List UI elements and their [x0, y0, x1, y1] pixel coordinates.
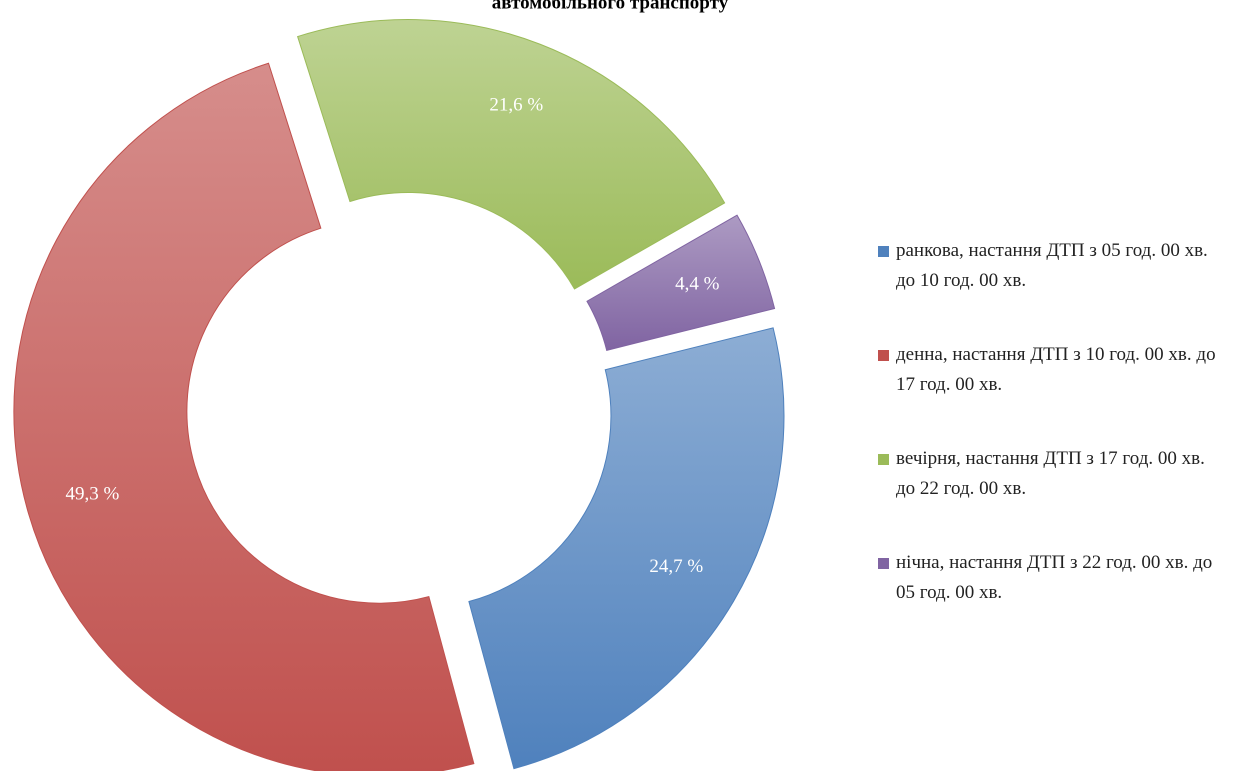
- legend-item: нічна, настання ДТП з 22 год. 00 хв. до …: [876, 548, 1221, 608]
- data-label: 4,4 %: [675, 274, 720, 295]
- donut-slice: [586, 214, 776, 351]
- legend-label: нічна, настання ДТП з 22 год. 00 хв. до …: [896, 552, 1213, 603]
- legend-label: ранкова, настання ДТП з 05 год. 00 хв. д…: [896, 240, 1208, 291]
- data-label: 24,7 %: [649, 556, 703, 577]
- legend-label: денна, настання ДТП з 10 год. 00 хв. до …: [896, 344, 1216, 395]
- data-label: 21,6 %: [489, 95, 543, 116]
- chart: автомобільного транспорту 24,7 % 49,3 % 21…: [13, 0, 785, 771]
- legend-swatch: [878, 350, 889, 361]
- legend-swatch: [878, 246, 889, 257]
- chart-title: автомобільного транспорту: [492, 0, 729, 13]
- legend-item: денна, настання ДТП з 10 год. 00 хв. до …: [876, 340, 1221, 400]
- legend-item: вечірня, настання ДТП з 17 год. 00 хв. д…: [876, 444, 1221, 504]
- legend-label: вечірня, настання ДТП з 17 год. 00 хв. д…: [896, 448, 1205, 499]
- data-label: 49,3 %: [66, 484, 120, 505]
- donut-slice: [468, 327, 785, 770]
- donut-slice: [296, 19, 726, 290]
- donut-slice: [13, 62, 475, 771]
- legend-item: ранкова, настання ДТП з 05 год. 00 хв. д…: [876, 236, 1221, 296]
- legend-swatch: [878, 558, 889, 569]
- legend-swatch: [878, 454, 889, 465]
- legend: ранкова, настання ДТП з 05 год. 00 хв. д…: [876, 236, 1221, 652]
